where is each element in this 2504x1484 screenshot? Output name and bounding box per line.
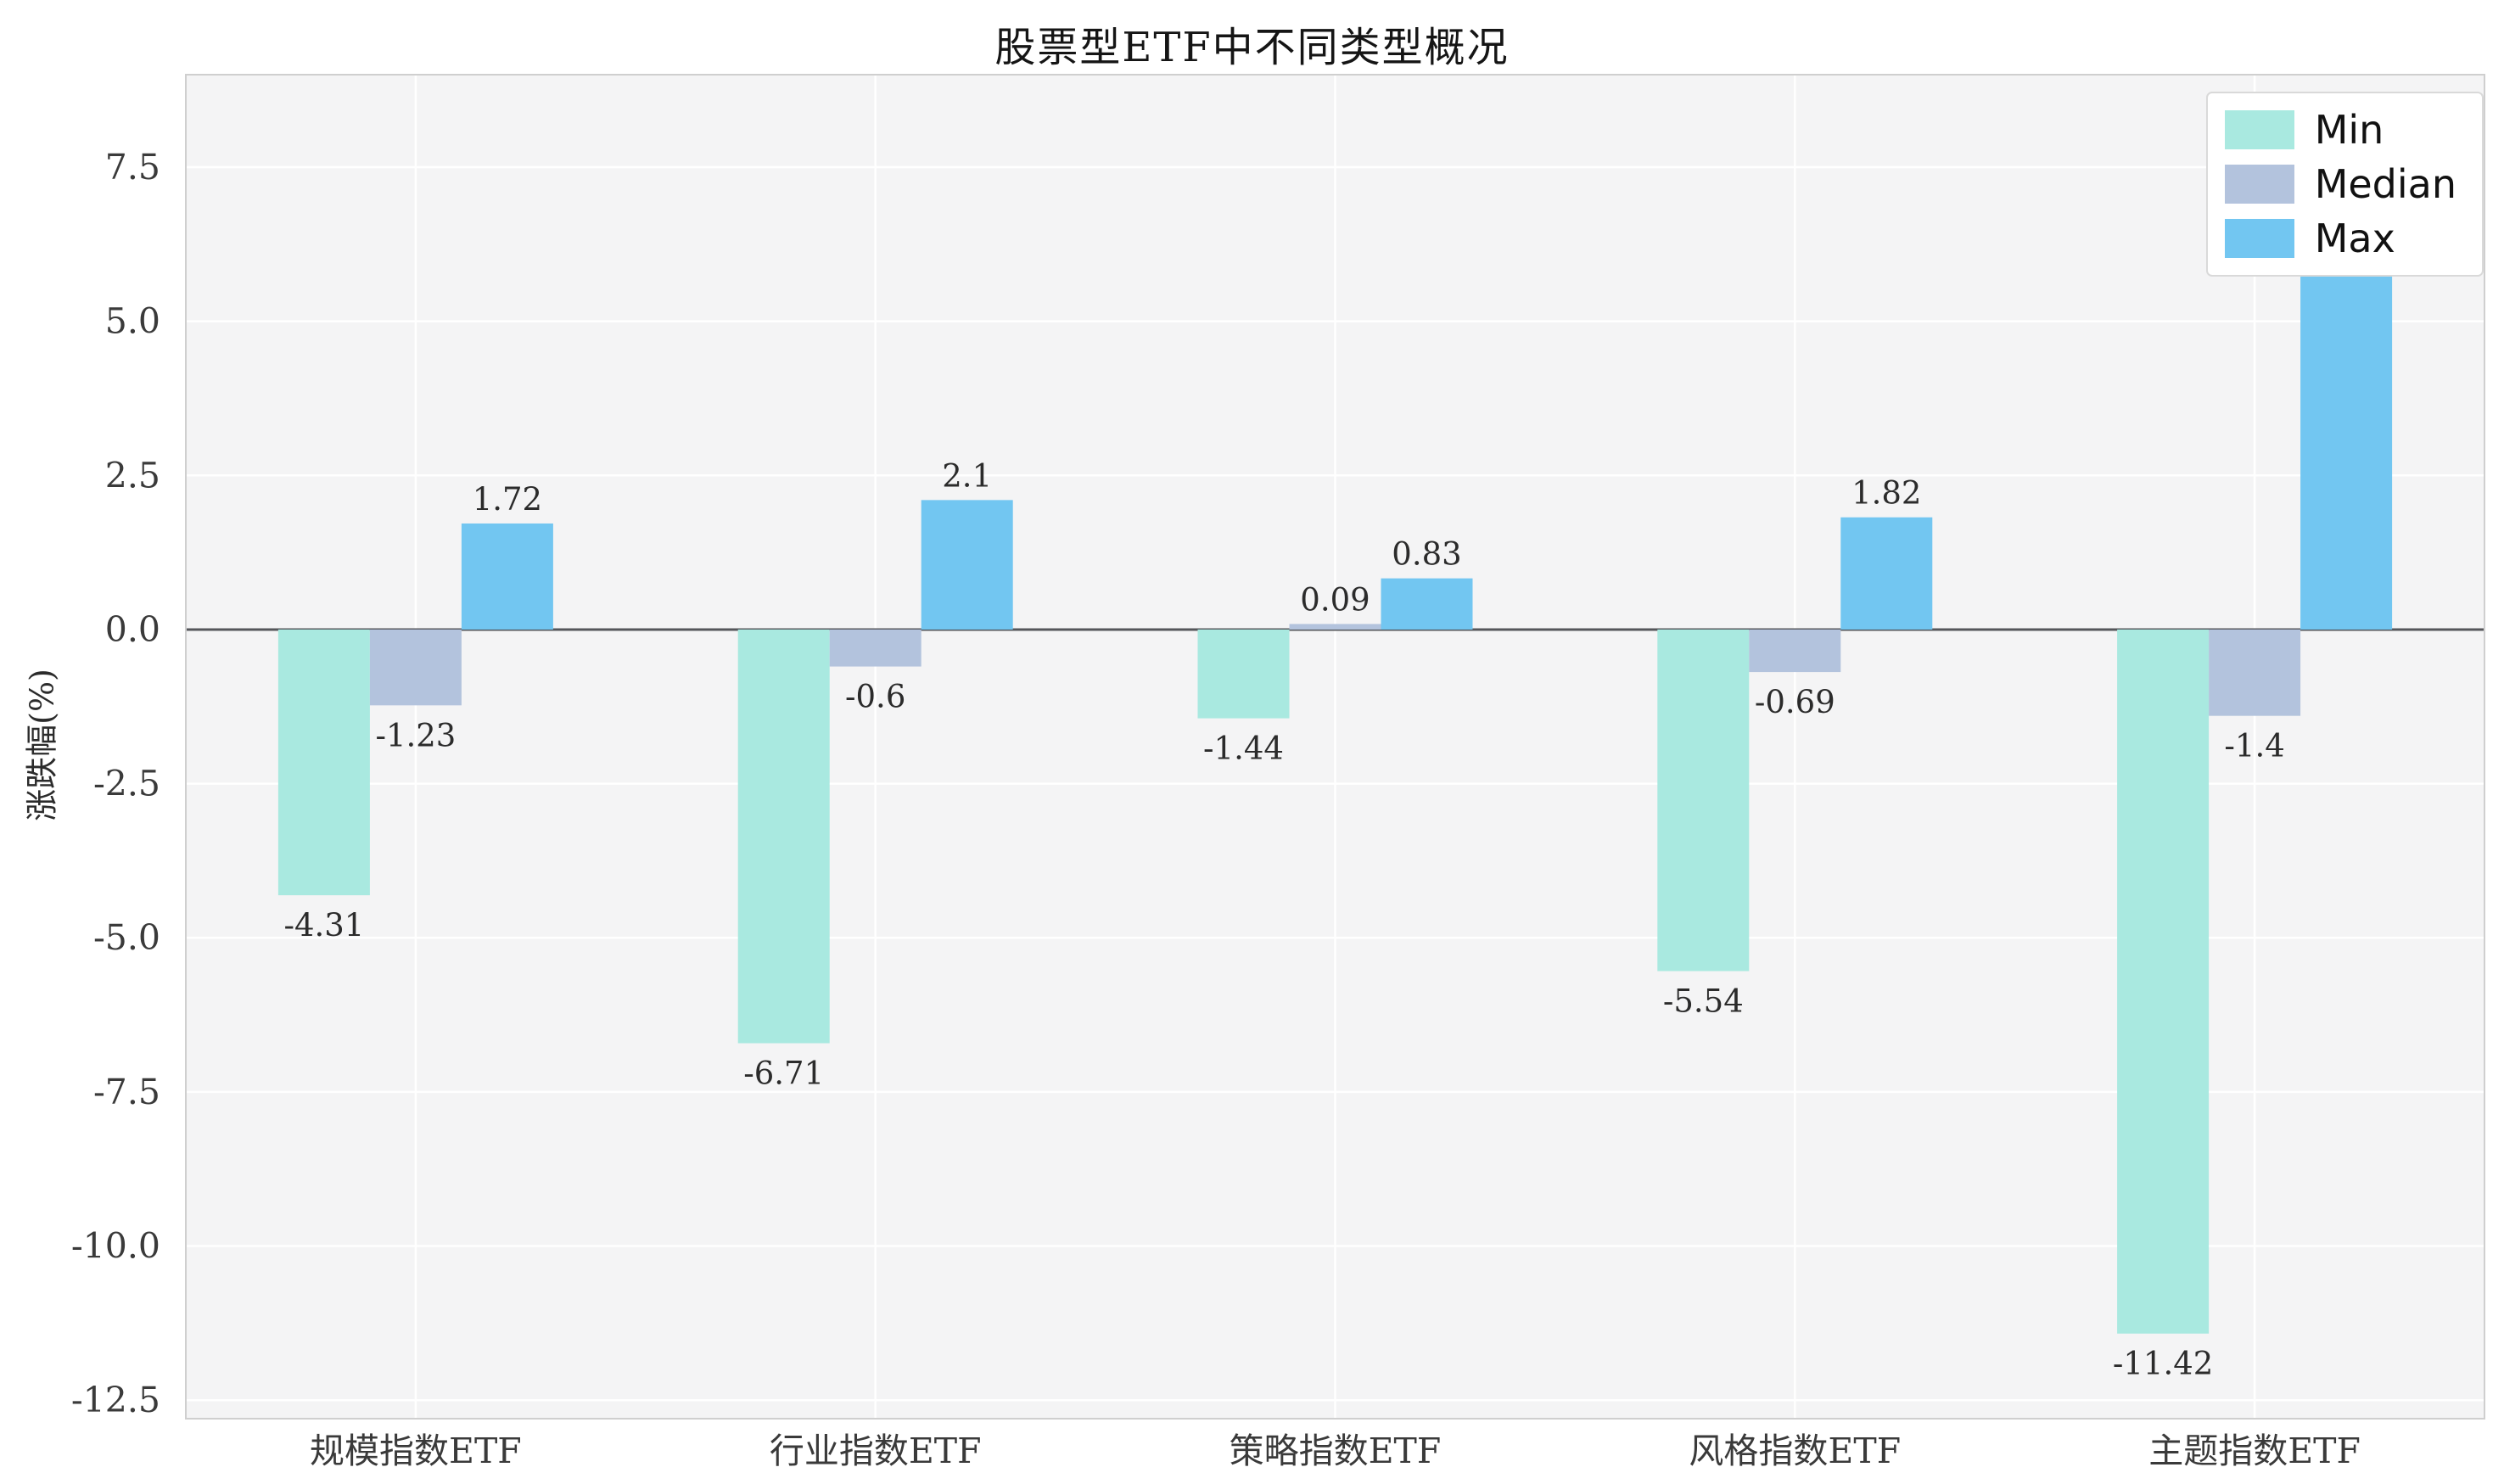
chart-title: 股票型ETF中不同类型概况 [994,24,1510,71]
bar-min-0 [277,629,370,896]
legend-swatch-min [2224,110,2294,149]
legend-label-min: Min [2314,107,2384,153]
bar-median-4 [2209,629,2301,716]
bar-min-4 [2117,629,2210,1334]
bar-value-label-median-1: -0.6 [845,679,905,715]
y-tick-label-5: -5.0 [93,917,160,958]
legend-item-min: Min [2224,107,2456,153]
bar-max-0 [461,523,553,630]
bar-max-3 [1840,517,1933,630]
bar-value-label-max-2: 0.83 [1392,536,1461,573]
bar-value-label-min-1: -6.71 [743,1055,824,1091]
y-tick-label-7: -10.0 [71,1226,160,1267]
bar-value-label-median-3: -0.69 [1755,684,1835,720]
bar-value-label-min-4: -11.42 [2113,1346,2213,1382]
bar-value-label-min-0: -4.31 [283,907,364,944]
bar-value-label-max-3: 1.82 [1851,475,1921,512]
x-tick-label-3: 风格指数ETF [1689,1431,1901,1471]
bar-value-label-max-0: 1.72 [473,481,542,518]
legend-swatch-max [2224,219,2294,258]
bar-min-3 [1657,629,1750,972]
bar-median-0 [369,629,462,706]
y-tick-label-4: -2.5 [93,764,160,804]
y-tick-label-0: 7.5 [105,147,160,188]
y-tick-label-6: -7.5 [93,1072,160,1112]
y-tick-label-2: 2.5 [105,455,160,496]
bar-max-1 [921,500,1013,630]
bar-median-1 [829,629,921,667]
legend-item-max: Max [2224,216,2456,261]
legend-label-median: Median [2314,161,2456,207]
y-tick-label-3: 0.0 [105,609,160,650]
legend-item-median: Median [2224,161,2456,207]
bar-min-2 [1197,629,1290,719]
bar-value-label-median-4: -1.4 [2224,728,2284,764]
bar-max-2 [1381,578,1473,630]
x-tick-label-1: 行业指数ETF [770,1431,982,1471]
bar-value-label-min-2: -1.44 [1203,731,1284,767]
x-tick-label-2: 策略指数ETF [1230,1431,1442,1471]
plot-border [185,74,2485,1420]
bar-value-label-max-1: 2.1 [942,457,992,494]
bar-value-label-min-3: -5.54 [1663,983,1744,1019]
legend: Min Median Max [2205,92,2484,277]
bar-value-label-median-2: 0.09 [1300,581,1370,618]
legend-label-max: Max [2314,216,2395,261]
bar-median-3 [1749,629,1841,673]
bar-min-1 [737,629,830,1044]
legend-swatch-median [2224,165,2294,204]
x-tick-label-0: 规模指数ETF [310,1431,522,1471]
y-tick-label-8: -12.5 [71,1380,160,1420]
bar-value-label-median-0: -1.23 [375,717,456,753]
y-tick-label-1: 5.0 [105,301,160,342]
x-tick-label-4: 主题指数ETF [2148,1431,2361,1471]
bar-median-2 [1289,624,1381,630]
